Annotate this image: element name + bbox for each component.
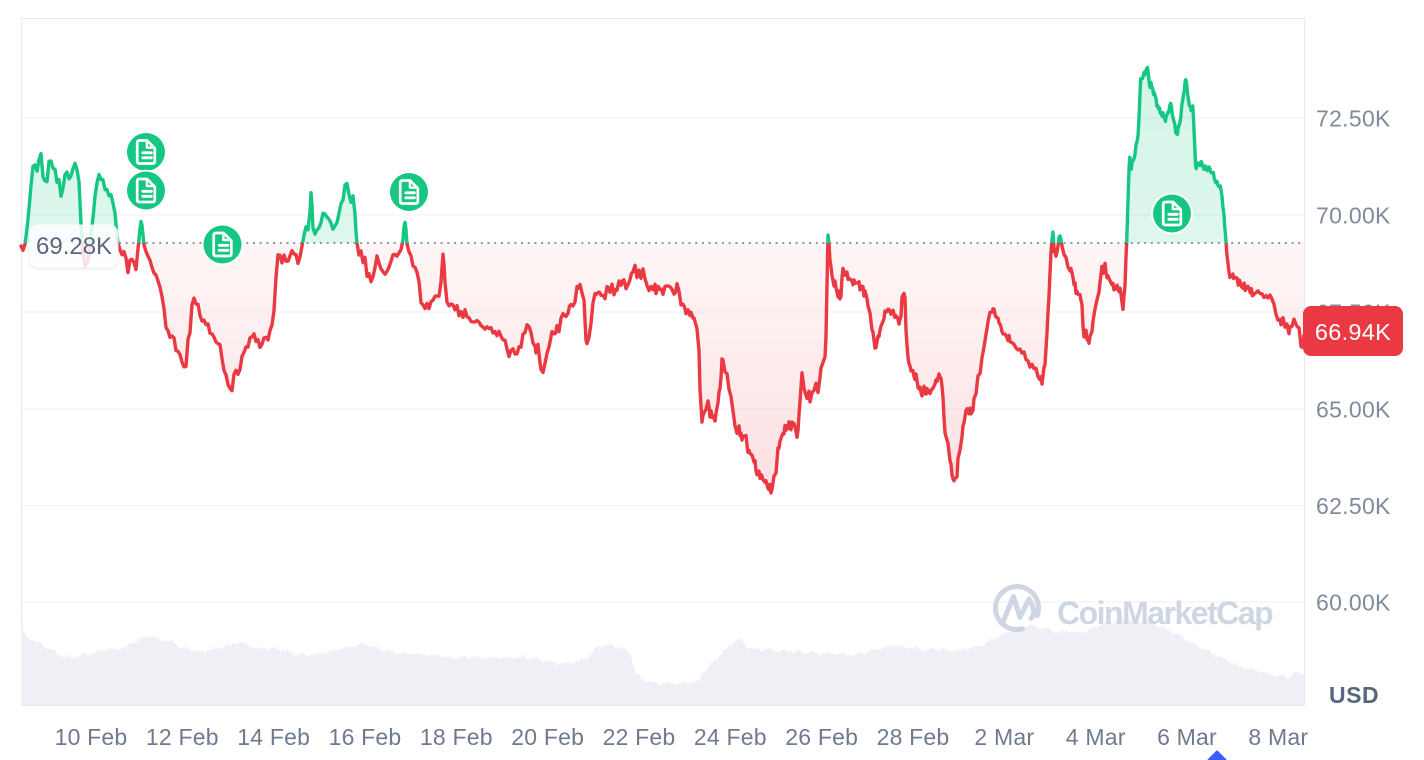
svg-text:28 Feb: 28 Feb [877, 724, 950, 750]
svg-text:72.50K: 72.50K [1316, 105, 1391, 131]
svg-text:66.94K: 66.94K [1315, 319, 1391, 345]
svg-text:70.00K: 70.00K [1316, 202, 1391, 228]
svg-text:60.00K: 60.00K [1316, 589, 1391, 615]
svg-text:16 Feb: 16 Feb [329, 724, 402, 750]
svg-text:USD: USD [1329, 682, 1379, 708]
svg-text:10 Feb: 10 Feb [55, 724, 128, 750]
svg-text:22 Feb: 22 Feb [603, 724, 676, 750]
svg-text:12 Feb: 12 Feb [146, 724, 219, 750]
svg-text:26 Feb: 26 Feb [785, 724, 858, 750]
svg-text:8 Mar: 8 Mar [1248, 724, 1308, 750]
svg-text:65.00K: 65.00K [1316, 396, 1391, 422]
svg-text:20 Feb: 20 Feb [511, 724, 584, 750]
svg-text:CoinMarketCap: CoinMarketCap [1057, 595, 1273, 631]
svg-text:14 Feb: 14 Feb [237, 724, 310, 750]
svg-text:4 Mar: 4 Mar [1066, 724, 1126, 750]
svg-text:2 Mar: 2 Mar [974, 724, 1034, 750]
svg-text:18 Feb: 18 Feb [420, 724, 493, 750]
svg-text:69.28K: 69.28K [36, 233, 112, 260]
svg-text:24 Feb: 24 Feb [694, 724, 767, 750]
svg-text:62.50K: 62.50K [1316, 493, 1391, 519]
svg-text:6 Mar: 6 Mar [1157, 724, 1217, 750]
